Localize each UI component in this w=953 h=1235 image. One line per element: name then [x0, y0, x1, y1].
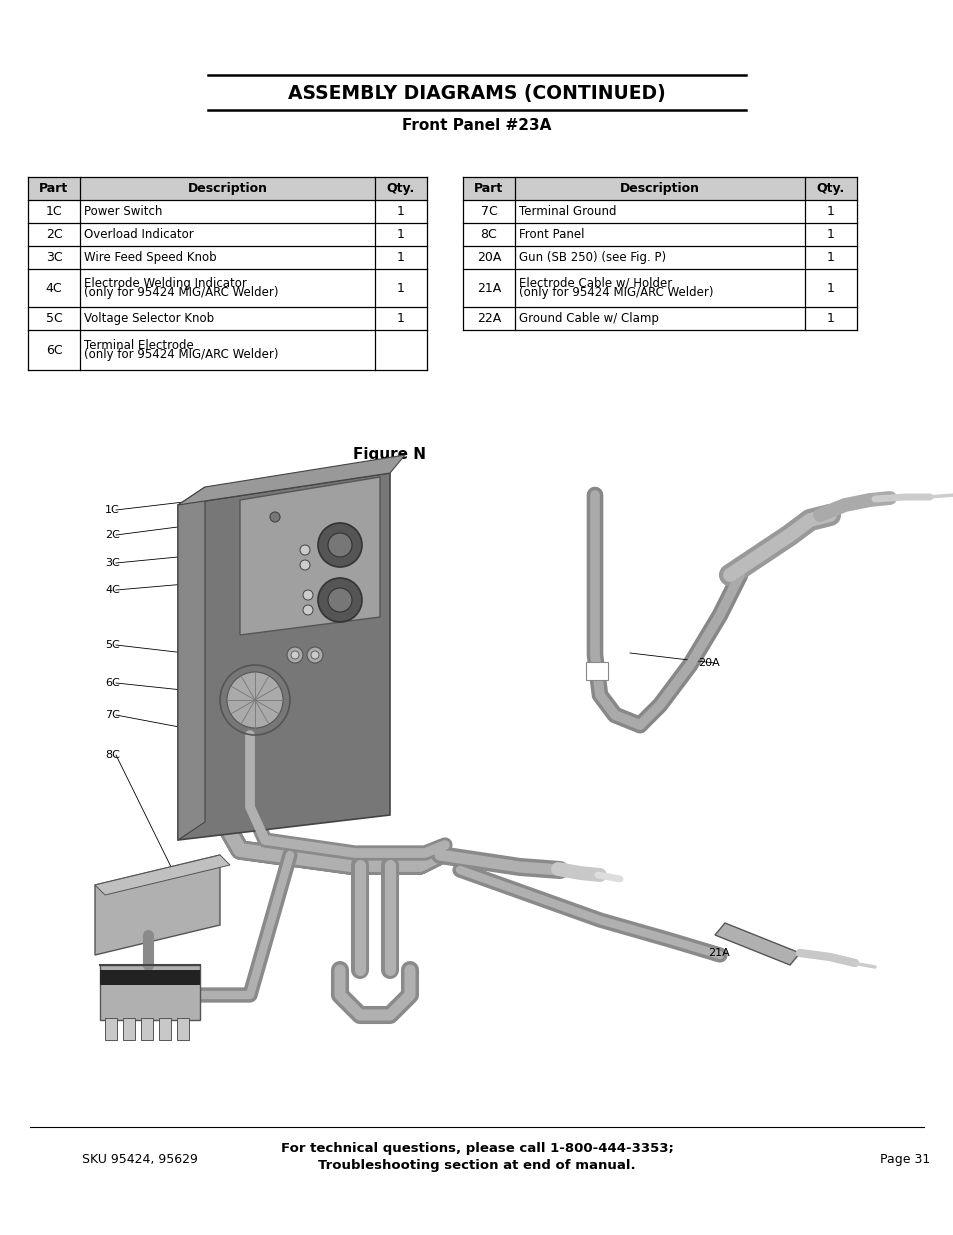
Circle shape: [307, 647, 323, 663]
Text: 21A: 21A: [476, 282, 500, 294]
Text: 21A: 21A: [707, 948, 729, 958]
Text: Front Panel: Front Panel: [518, 228, 584, 241]
Text: Page 31: Page 31: [879, 1153, 929, 1167]
Text: 1: 1: [396, 282, 404, 294]
Polygon shape: [714, 923, 800, 965]
Text: ASSEMBLY DIAGRAMS (CONTINUED): ASSEMBLY DIAGRAMS (CONTINUED): [288, 84, 665, 103]
Bar: [141, 1018, 152, 1040]
Text: 22A: 22A: [105, 986, 127, 995]
Text: 1: 1: [396, 312, 404, 325]
Bar: [28, 177, 427, 200]
Text: 5C: 5C: [105, 640, 120, 650]
Text: Part: Part: [39, 182, 69, 195]
Text: 8C: 8C: [480, 228, 497, 241]
Polygon shape: [95, 855, 230, 895]
Polygon shape: [95, 855, 220, 955]
Text: 7C: 7C: [480, 205, 497, 219]
Text: 1C: 1C: [46, 205, 62, 219]
Text: 5C: 5C: [46, 312, 62, 325]
Text: Wire Feed Speed Knob: Wire Feed Speed Knob: [84, 251, 216, 264]
Text: Voltage Selector Knob: Voltage Selector Knob: [84, 312, 213, 325]
Circle shape: [303, 605, 313, 615]
Text: Description: Description: [188, 182, 267, 195]
Circle shape: [227, 672, 283, 727]
Bar: [105, 1018, 117, 1040]
Circle shape: [291, 651, 298, 659]
Bar: [462, 177, 856, 200]
Text: 2C: 2C: [46, 228, 62, 241]
Bar: [585, 662, 607, 680]
Text: 20A: 20A: [698, 658, 719, 668]
Text: 1: 1: [826, 312, 834, 325]
Circle shape: [287, 647, 303, 663]
Text: 2C: 2C: [105, 530, 120, 540]
Text: 6C: 6C: [105, 678, 120, 688]
Circle shape: [317, 578, 361, 622]
Text: 1: 1: [826, 228, 834, 241]
Text: 4C: 4C: [105, 585, 120, 595]
Circle shape: [270, 513, 280, 522]
Text: 7C: 7C: [105, 710, 120, 720]
Text: For technical questions, please call 1-800-444-3353;
Troubleshooting section at : For technical questions, please call 1-8…: [280, 1142, 673, 1172]
Text: Qty.: Qty.: [387, 182, 415, 195]
Text: Gun (SB 250) (see Fig. P): Gun (SB 250) (see Fig. P): [518, 251, 665, 264]
Polygon shape: [178, 473, 390, 840]
Text: Terminal Electrode: Terminal Electrode: [84, 338, 193, 352]
Text: 3C: 3C: [105, 558, 120, 568]
Polygon shape: [178, 454, 405, 505]
Circle shape: [328, 534, 352, 557]
Polygon shape: [100, 965, 200, 1020]
Circle shape: [311, 651, 318, 659]
Text: Front Panel #23A: Front Panel #23A: [402, 117, 551, 132]
Text: 1: 1: [396, 228, 404, 241]
Circle shape: [317, 522, 361, 567]
Circle shape: [328, 588, 352, 613]
Circle shape: [303, 590, 313, 600]
Circle shape: [299, 559, 310, 571]
Text: (only for 95424 MIG/ARC Welder): (only for 95424 MIG/ARC Welder): [518, 287, 713, 299]
Text: Overload Indicator: Overload Indicator: [84, 228, 193, 241]
Text: 1C: 1C: [105, 505, 120, 515]
Bar: [123, 1018, 135, 1040]
Text: 4C: 4C: [46, 282, 62, 294]
Bar: [177, 1018, 189, 1040]
Bar: [159, 1018, 171, 1040]
Text: Terminal Ground: Terminal Ground: [518, 205, 616, 219]
Text: Power Switch: Power Switch: [84, 205, 162, 219]
Text: 1: 1: [826, 251, 834, 264]
Text: Electrode Cable w/ Holder: Electrode Cable w/ Holder: [518, 277, 672, 290]
Bar: [100, 969, 200, 986]
Circle shape: [299, 545, 310, 555]
Text: 1: 1: [396, 251, 404, 264]
Text: Electrode Welding Indicator: Electrode Welding Indicator: [84, 277, 247, 290]
Text: 20A: 20A: [476, 251, 500, 264]
Text: Figure N: Figure N: [354, 447, 426, 462]
Text: 3C: 3C: [46, 251, 62, 264]
Polygon shape: [240, 477, 379, 635]
Text: 1: 1: [396, 205, 404, 219]
Text: Qty.: Qty.: [816, 182, 844, 195]
Polygon shape: [178, 487, 205, 840]
Text: SKU 95424, 95629: SKU 95424, 95629: [82, 1153, 197, 1167]
Text: (only for 95424 MIG/ARC Welder): (only for 95424 MIG/ARC Welder): [84, 287, 278, 299]
Text: Description: Description: [619, 182, 700, 195]
Text: 8C: 8C: [105, 750, 120, 760]
Text: Ground Cable w/ Clamp: Ground Cable w/ Clamp: [518, 312, 659, 325]
Text: Part: Part: [474, 182, 503, 195]
Text: 1: 1: [826, 205, 834, 219]
Text: 6C: 6C: [46, 343, 62, 357]
Text: 22A: 22A: [476, 312, 500, 325]
Text: (only for 95424 MIG/ARC Welder): (only for 95424 MIG/ARC Welder): [84, 348, 278, 362]
Text: 1: 1: [826, 282, 834, 294]
